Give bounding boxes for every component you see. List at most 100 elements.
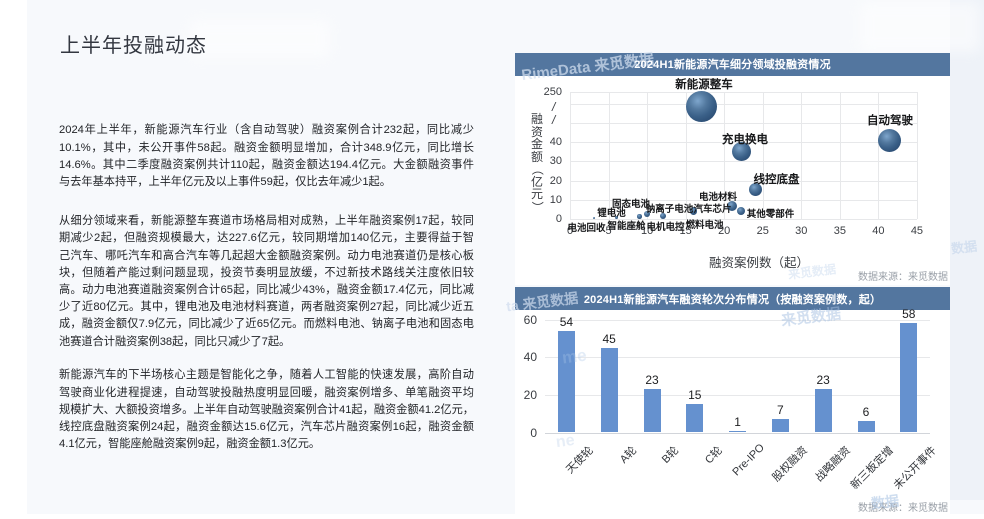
category-label-未公开事件: 未公开事件 [891,443,939,492]
gridline-vertical [608,91,610,219]
bubble-label-汽车芯片: 汽车芯片 [693,204,732,215]
bar-C轮 [686,404,704,433]
x-tick-label: 10 [640,225,654,237]
paragraph-1: 2024年上半年，新能源汽车行业（含自动驾驶）融资案例合计232起，同比减少 10… [59,122,474,191]
gridline-vertical [570,91,571,219]
bubble-label-新能源整车: 新能源整车 [675,79,733,91]
y-tick-label: 20 [523,387,537,402]
bubble-智能座舱 [637,214,642,219]
bubble-电机电控 [659,212,666,219]
text-line: 2024年上半年，新能源汽车行业（含自动驾驶）融资案例合计232起，同比减少 [59,124,474,137]
y-tick-label: 60 [523,312,537,327]
bubble-线控底盘 [748,182,762,196]
x-tick-label: 30 [795,225,808,237]
y-tick-label: 0 [555,213,562,225]
bar-chart-header: 2024H1新能源汽车融资轮次分布情况（按融资案例数，起） [515,287,950,310]
x-tick-label: 20 [718,225,731,237]
y-axis-title-char: 亿 [531,174,544,189]
bubble-锂电池 [614,215,618,220]
text-line: 成，融资金额仅7.9亿元，同比减少了近65亿元。而燃料电池、钠离子电池和固态电 [59,318,474,331]
category-label-战略融资: 战略融资 [813,443,853,484]
bar-value-C轮: 15 [688,388,702,403]
bar-value-战略融资: 23 [816,373,830,388]
y-axis-title-char: 资 [531,124,544,139]
bg-patch [190,20,330,58]
right-margin-panel [950,0,984,500]
bubble-label-锂电池: 锂电池 [597,208,626,219]
gridline-horizontal [545,394,931,396]
bar-天使轮 [557,330,575,433]
x-tick-label: 5 [605,225,612,237]
bubble-label-智能座舱: 智能座舱 [607,221,646,232]
gridline-vertical [878,91,880,219]
gridline-vertical [724,91,726,219]
y-axis-title-char: 额 [531,149,544,164]
bar-value-A轮: 45 [602,331,616,346]
y-tick-label: 30 [549,155,562,168]
gridline-horizontal [545,319,931,321]
text-line: 期减少2起，但融资规模最大，达227.6亿元，较同期增加140亿元，主要得益于智 [59,232,474,245]
y-tick-label: 20 [549,174,562,187]
bubble-chart-y-axis-title: 融资金额（亿元） [530,112,545,213]
x-tick-label: 35 [833,225,846,237]
bar-chart-source-note: 数据来源：来觅数据 [858,503,948,514]
gridline-vertical [685,91,687,219]
y-axis-title-char: （ [530,163,545,176]
category-label-股权融资: 股权融资 [770,443,811,484]
bar-value-未公开事件: 58 [902,307,916,322]
x-tick-label: 25 [756,225,769,237]
bubble-label-固态电池: 固态电池 [611,199,651,210]
gridline-horizontal [570,103,917,105]
bubble-chart-source-note: 数据来源：来觅数据 [858,272,948,283]
bubble-label-线控底盘: 线控底盘 [753,173,800,186]
y-tick-label: 10 [549,193,562,206]
text-line: 己汽车、哪吒汽车和高合汽车等几起超大金额融资案例。动力电池赛道仍是核心板 [59,249,474,262]
y-axis-title-char: 融 [531,112,544,126]
gridline-horizontal [570,123,917,124]
bubble-充电换电 [731,142,751,162]
bar-B轮 [643,389,661,433]
text-line: 与去年基本持平，上半年亿元及以上事件59起，仅比去年减少1起。 [59,176,391,188]
y-tick-label: 250 [543,85,562,98]
gridline-vertical [762,91,764,219]
bubble-label-其他零部件: 其他零部件 [746,208,795,220]
bubble-chart-header: 2024H1新能源汽车细分领域投融资情况 [515,53,950,76]
category-label-B轮: B轮 [660,443,682,466]
y-axis-title-char: 金 [531,137,544,151]
bar-A轮 [600,347,618,433]
category-label-C轮: C轮 [702,443,725,466]
bubble-新能源整车 [685,91,717,122]
bubble-自动驾驶 [878,129,902,153]
bubble-label-钠离子电池: 钠离子电池 [645,203,694,215]
text-line: 14.6%。其中二季度融资案例共计110起，融资金额达194.4亿元。大金额融资… [59,158,474,171]
axis-break-mark: / [552,113,556,127]
bubble-汽车芯片 [689,207,698,215]
text-line: 驾驶商业化进程提速，自动驾驶投融热度明显回暖，融资案例增多、单笔融资平均 [59,386,474,399]
bubble-label-电机电控: 电机电控 [646,222,685,233]
bubble-chart-card: 2024H1新能源汽车细分领域投融资情况 0 10 20 30 40 250 // 0 5 10 1… [515,53,950,285]
bubble-钠离子电池 [643,210,651,218]
bubble-chart-title: 2024H1新能源汽车细分领域投融资情况 [634,59,831,72]
page-title: 上半年投融动态 [60,35,207,57]
gridline-horizontal [570,199,917,201]
bubble-其他零部件 [737,206,746,215]
category-label-天使轮: 天使轮 [564,443,597,476]
axis-break-mark: / [552,100,556,114]
bubble-label-自动驾驶: 自动驾驶 [867,114,913,127]
bar-chart-title: 2024H1新能源汽车融资轮次分布情况（按融资案例数，起） [583,293,882,306]
gridline-vertical [839,91,841,219]
bubble-label-充电换电: 充电换电 [722,133,768,146]
bar-value-B轮: 23 [645,373,659,388]
text-line: 线控底盘融资案例24起，融资金额达15.6亿元，汽车芯片融资案例16起，融资金额 [59,421,474,433]
category-label-新三板定增: 新三板定增 [848,443,896,492]
x-tick-label: 0 [566,225,574,237]
y-axis-title-char: 元 [531,187,544,201]
bar-value-新三板定增: 6 [862,405,870,420]
text-line: 少了近80亿元。其中，锂电池及电池材料赛道，两者融资案例27起，同比减少近五 [59,301,474,314]
gridline-horizontal [545,357,931,359]
bubble-label-电池回收: 电池回收 [567,222,606,234]
bar-股权融资 [771,419,789,433]
paragraph-3: 新能源汽车的下半场核心主题是智能化之争，随着人工智能的快速发展，高阶自动 驾驶商业… [59,367,474,453]
bar-chart-card: 2024H1新能源汽车融资轮次分布情况（按融资案例数，起） 0 20 40 60 54 天… [515,287,950,514]
paragraph-2: 从细分领域来看，新能源整车赛道市场格局相对成熟，上半年融资案例17起，较同 期减少… [59,213,474,351]
